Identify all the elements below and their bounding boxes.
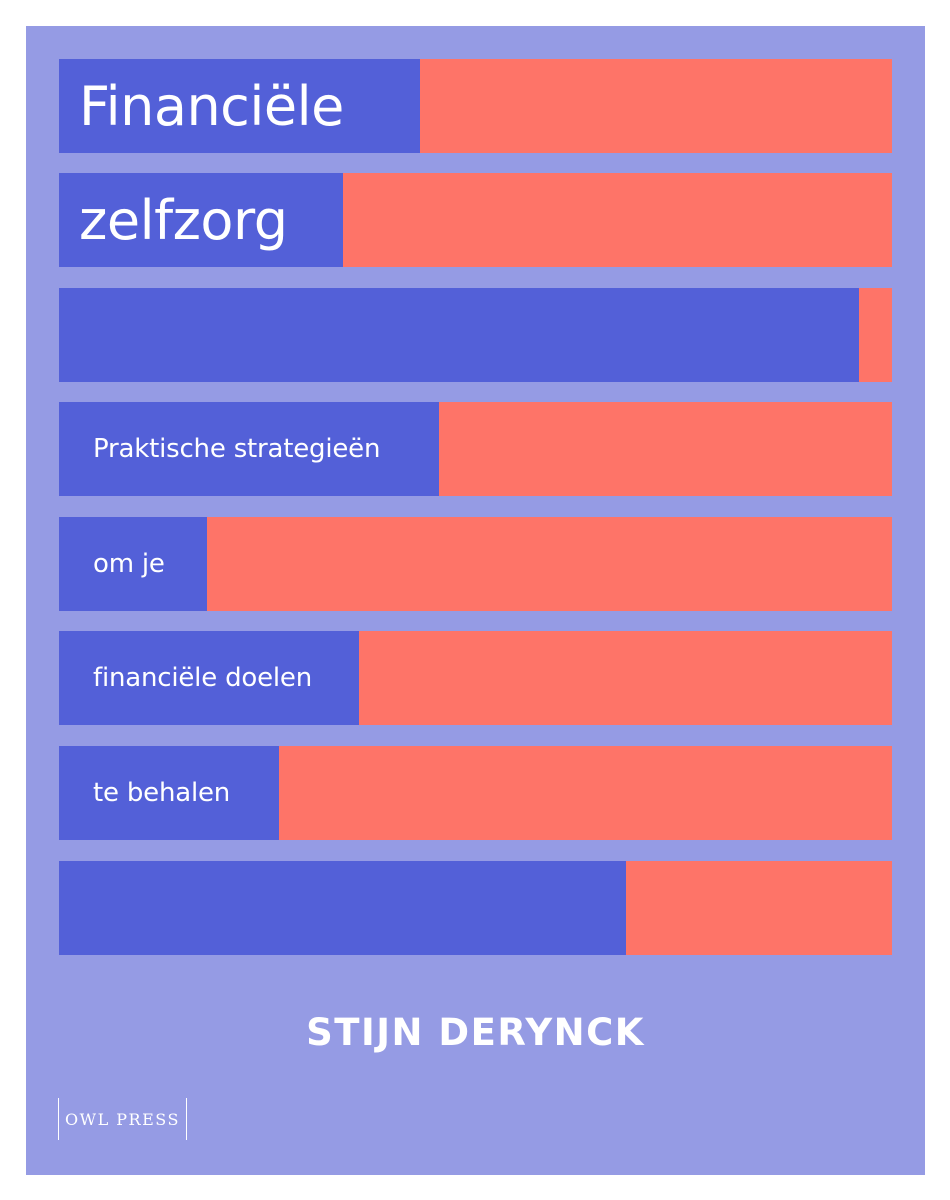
bar-6-fill [59, 631, 359, 725]
bar-3-fill [59, 288, 859, 382]
publisher-logo: OWL PRESS [58, 1098, 187, 1140]
bar-4: Praktische strategieën [59, 402, 892, 496]
bar-7: te behalen [59, 746, 892, 840]
title-line-1: Financiële [79, 74, 344, 138]
bar-4-fill [59, 402, 439, 496]
bar-1: Financiële [59, 59, 892, 153]
subtitle-line-1: Praktische strategieën [93, 434, 381, 464]
bar-1-fill [59, 59, 420, 153]
bar-3 [59, 288, 892, 382]
bar-2-fill [59, 173, 343, 267]
subtitle-line-2: om je [93, 549, 165, 579]
subtitle-line-3: financiële doelen [93, 663, 312, 693]
bar-6: financiële doelen [59, 631, 892, 725]
bar-7-fill [59, 746, 279, 840]
bar-2: zelfzorg [59, 173, 892, 267]
subtitle-line-4: te behalen [93, 778, 231, 808]
author-name: STIJN DERYNCK [306, 1011, 645, 1054]
book-cover: Financiële zelfzorg Praktische strategie… [26, 26, 925, 1175]
bar-8 [59, 861, 892, 955]
bar-5-fill [59, 517, 207, 611]
bar-5: om je [59, 517, 892, 611]
title-line-2: zelfzorg [79, 188, 288, 252]
bar-8-fill [59, 861, 626, 955]
